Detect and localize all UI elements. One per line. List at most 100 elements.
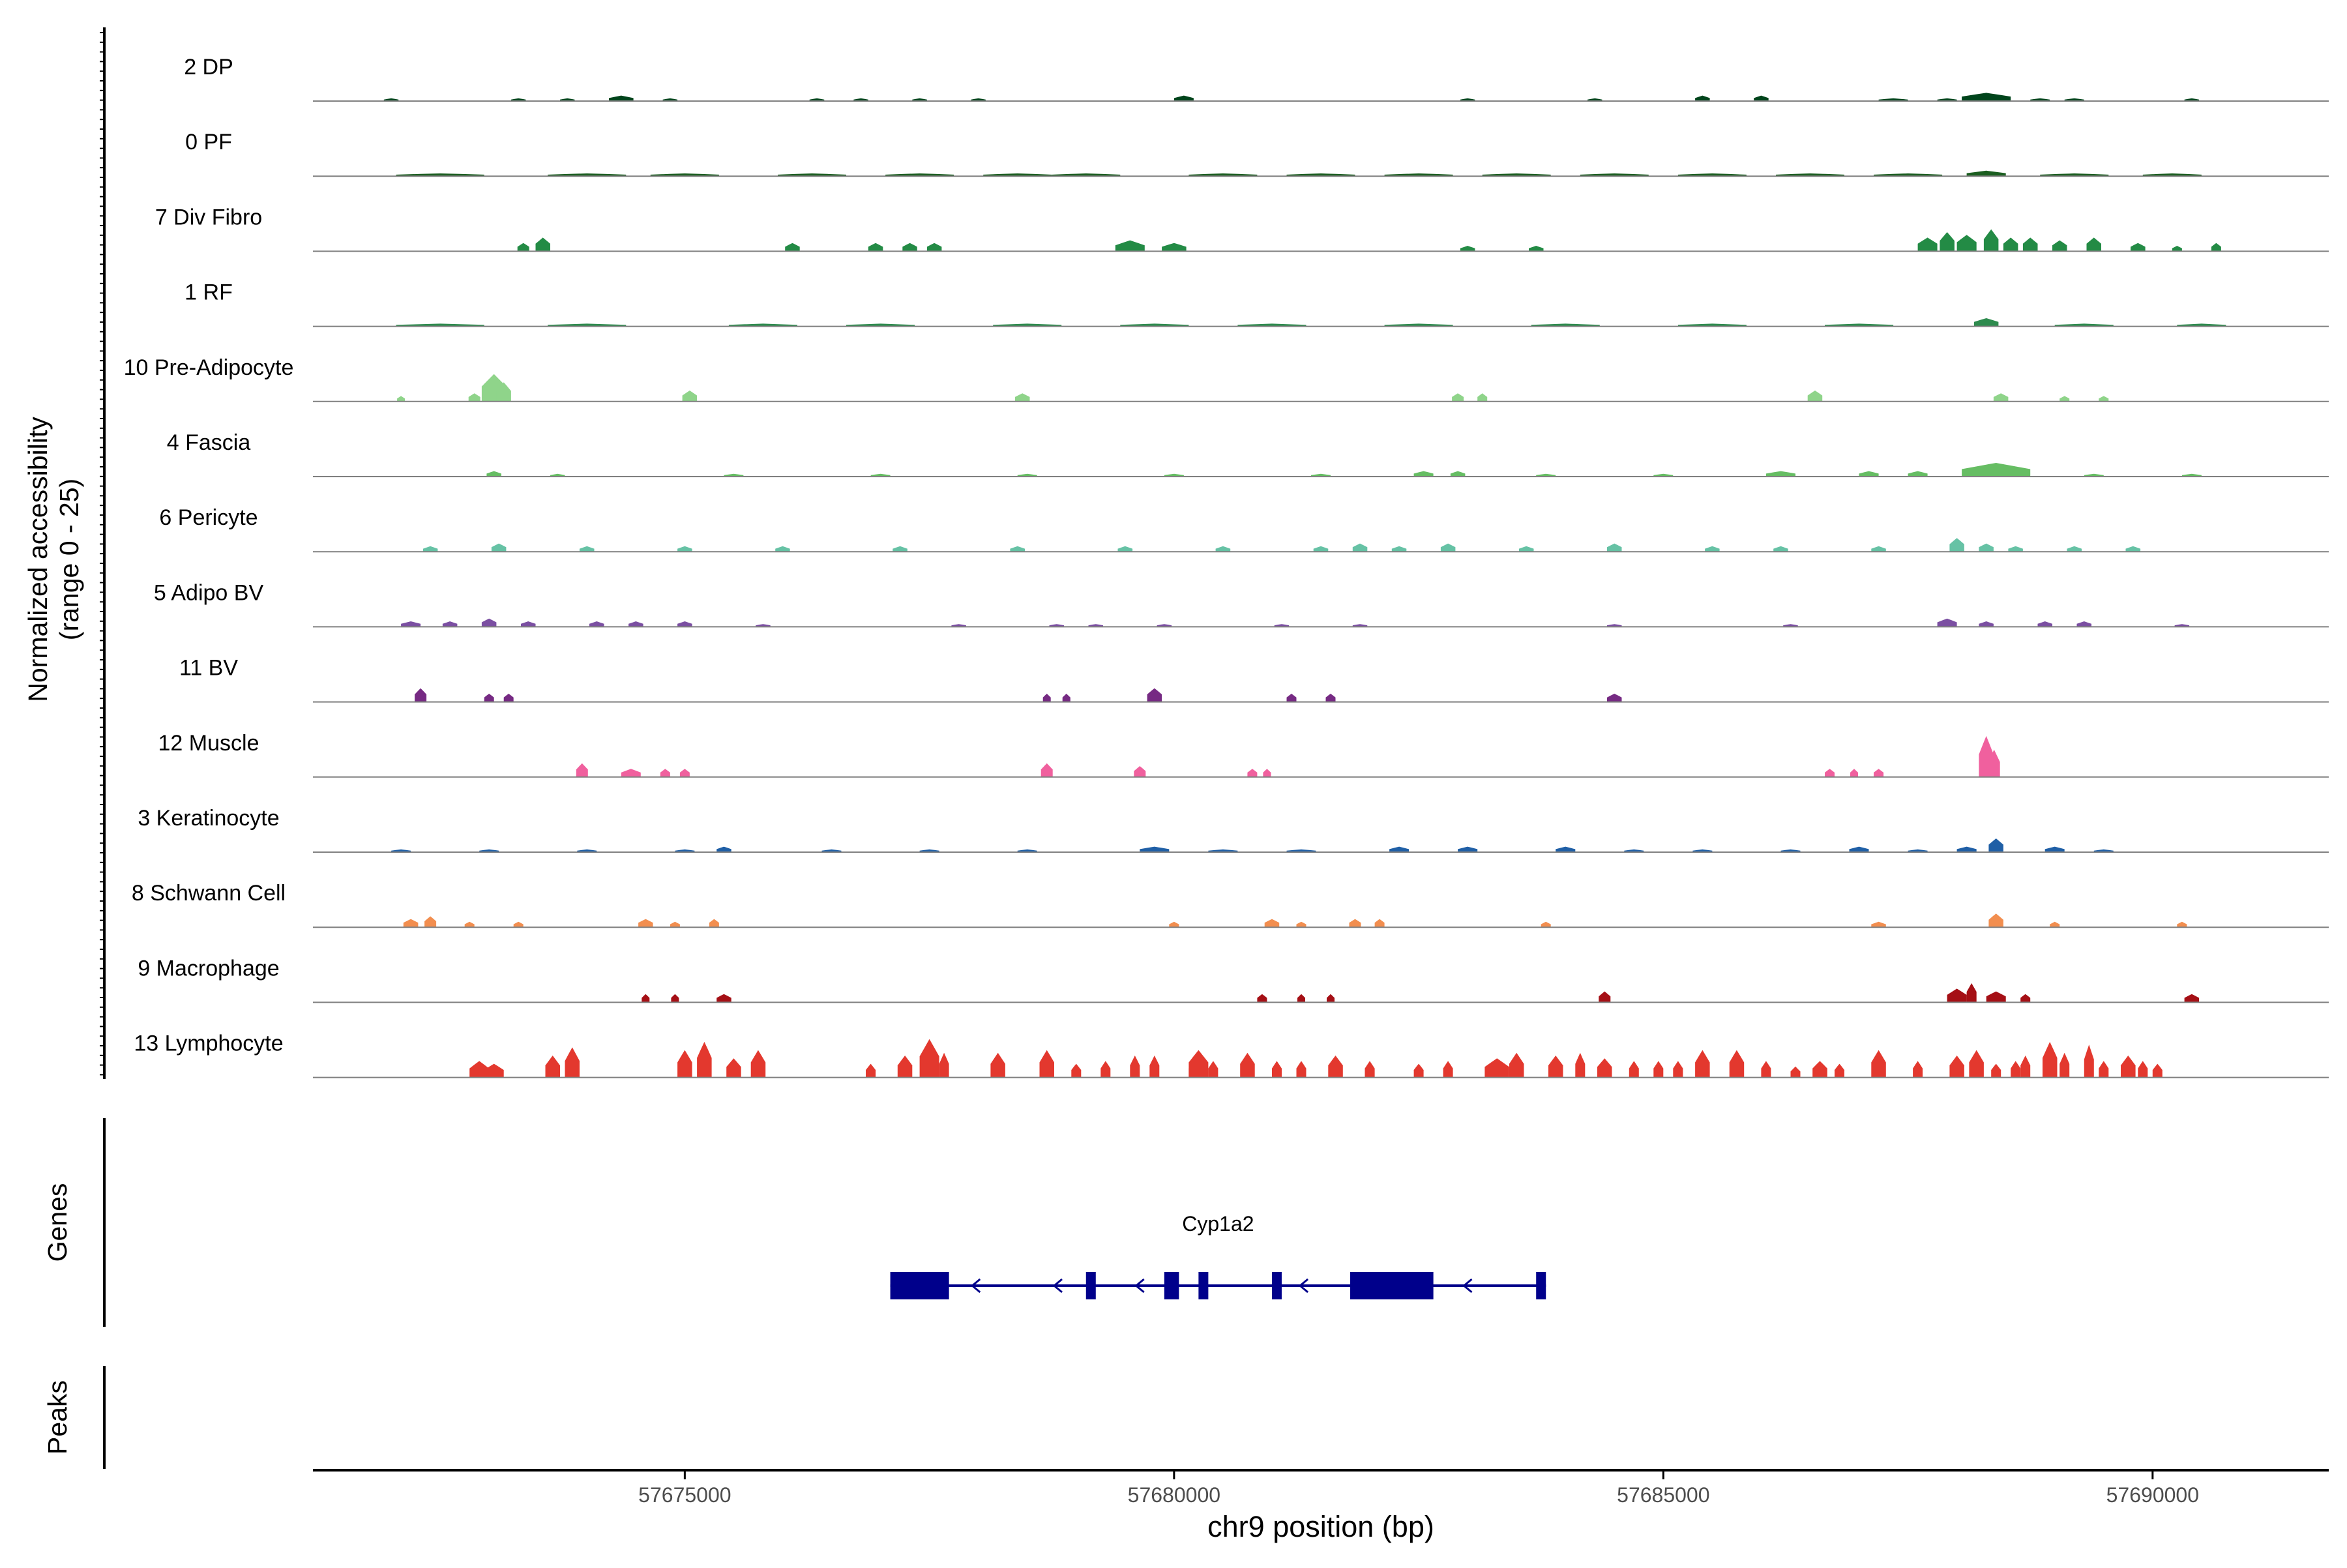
- peak-4-fascia: [2084, 473, 2104, 477]
- peak-2-dp: [1937, 98, 1957, 101]
- peak-1-rf: [2054, 323, 2114, 327]
- peak-6-pericyte: [1518, 546, 1534, 552]
- y-axis-label-line-1: Normalized accessibility: [23, 417, 53, 702]
- peak-13-lymphocyte: [1653, 1061, 1664, 1078]
- peak-4-fascia: [1653, 473, 1674, 477]
- peak-9-macrophage: [1599, 991, 1611, 1003]
- x-tick-label: 57685000: [1617, 1483, 1709, 1507]
- peak-13-lymphocyte: [2011, 1061, 2021, 1078]
- peaks-panel-label: Peaks: [42, 1380, 72, 1455]
- peak-7-div-fibro: [1956, 235, 1977, 252]
- peak-13-lymphocyte: [1365, 1061, 1375, 1078]
- peak-2-dp: [510, 98, 526, 101]
- peak-6-pericyte: [1871, 546, 1886, 552]
- peak-3-keratinocyte: [675, 849, 695, 852]
- tracks-y-axis-ticks: [100, 32, 104, 1076]
- peak-13-lymphocyte: [677, 1050, 692, 1078]
- peak-10-pre-adipocyte: [1452, 393, 1464, 402]
- peak-4-fascia: [1017, 473, 1037, 477]
- gene-exon: [1085, 1272, 1096, 1299]
- peak-3-keratinocyte: [1458, 846, 1478, 852]
- peak-3-keratinocyte: [479, 849, 499, 852]
- peak-12-muscle: [1988, 749, 2000, 777]
- peak-7-div-fibro: [1940, 232, 1955, 252]
- track-label-12-muscle: 12 Muscle: [158, 731, 259, 756]
- peak-12-muscle: [660, 769, 670, 777]
- peak-4-fascia: [724, 473, 744, 477]
- peak-1-rf: [993, 323, 1062, 327]
- peak-1-rf: [846, 323, 915, 327]
- peak-0-pf: [1966, 170, 2006, 177]
- peak-7-div-fibro: [785, 243, 800, 252]
- peak-2-dp: [560, 98, 575, 101]
- gene-exon: [1198, 1272, 1209, 1299]
- peak-6-pericyte: [1352, 543, 1368, 552]
- peak-11-bv: [415, 688, 427, 702]
- peak-5-adipo-bv: [442, 621, 458, 627]
- peak-9-macrophage: [1327, 994, 1335, 1003]
- peak-1-rf: [548, 323, 627, 327]
- peak-7-div-fibro: [926, 243, 942, 252]
- peak-2-dp: [1695, 95, 1710, 101]
- peak-5-adipo-bv: [1157, 624, 1172, 627]
- peak-9-macrophage: [2184, 994, 2200, 1003]
- peak-7-div-fibro: [517, 243, 529, 252]
- peak-2-dp: [1587, 98, 1602, 101]
- gene-track: [890, 1272, 1546, 1299]
- peak-12-muscle: [1263, 769, 1271, 777]
- peak-1-rf: [1384, 323, 1453, 327]
- peak-13-lymphocyte: [1100, 1061, 1111, 1078]
- x-tick-label: 57680000: [1128, 1483, 1220, 1507]
- peak-12-muscle: [576, 763, 588, 777]
- peak-1-rf: [1531, 323, 1600, 327]
- peak-5-adipo-bv: [2076, 621, 2091, 627]
- peak-13-lymphocyte: [1695, 1050, 1710, 1078]
- peak-4-fascia: [1765, 471, 1795, 477]
- gene-strand-arrow: [1052, 1278, 1063, 1294]
- peak-5-adipo-bv: [1607, 624, 1622, 627]
- peak-0-pf: [1677, 173, 1747, 177]
- peak-10-pre-adipocyte: [496, 382, 511, 402]
- track-8-schwann-cell: 8 Schwann Cell: [132, 881, 2329, 928]
- peak-7-div-fibro: [2086, 237, 2101, 252]
- peak-11-bv: [1286, 694, 1297, 702]
- track-label-13-lymphocyte: 13 Lymphocyte: [134, 1031, 283, 1056]
- track-4-fascia: 4 Fascia: [167, 430, 2329, 477]
- peak-0-pf: [1874, 173, 1943, 177]
- track-label-4-fascia: 4 Fascia: [167, 430, 251, 455]
- peak-11-bv: [1325, 694, 1336, 702]
- peak-13-lymphocyte: [1039, 1050, 1054, 1078]
- track-label-0-pf: 0 PF: [185, 130, 232, 155]
- track-label-7-div-fibro: 7 Div Fibro: [155, 205, 262, 229]
- peak-6-pericyte: [1773, 546, 1788, 552]
- peak-6-pericyte: [677, 546, 692, 552]
- peak-7-div-fibro: [1917, 237, 1938, 252]
- peak-2-dp: [2064, 98, 2084, 101]
- peak-10-pre-adipocyte: [1993, 393, 2009, 402]
- peak-11-bv: [484, 694, 494, 702]
- accessibility-tracks: 2 DP 0 PF 7 Div Fibro 1 RF 10 Pre-Adipocyte 4…: [124, 55, 2329, 1078]
- peak-0-pf: [885, 173, 954, 177]
- peak-0-pf: [1580, 173, 1649, 177]
- track-label-10-pre-adipocyte: 10 Pre-Adipocyte: [124, 355, 294, 380]
- track-12-muscle: 12 Muscle: [158, 731, 2329, 778]
- peak-1-rf: [1120, 323, 1189, 327]
- track-5-adipo-bv: 5 Adipo BV: [154, 580, 2329, 628]
- peak-2-dp: [912, 98, 927, 101]
- peak-9-macrophage: [2020, 994, 2031, 1003]
- peak-13-lymphocyte: [1812, 1061, 1827, 1078]
- peak-2-dp: [1878, 98, 1908, 101]
- peak-13-lymphocyte: [1509, 1052, 1524, 1078]
- peak-8-schwann-cell: [638, 919, 653, 928]
- peak-12-muscle: [621, 769, 641, 777]
- track-label-11-bv: 11 BV: [179, 656, 238, 681]
- peak-6-pericyte: [2125, 546, 2141, 552]
- peak-7-div-fibro: [2052, 240, 2067, 252]
- peak-5-adipo-bv: [481, 618, 497, 627]
- x-tick-label: 57690000: [2106, 1483, 2199, 1507]
- peak-5-adipo-bv: [756, 624, 771, 627]
- peak-8-schwann-cell: [2050, 921, 2060, 928]
- x-axis-ticks: 57675000 57680000 57685000 57690000: [638, 1470, 2199, 1507]
- peak-5-adipo-bv: [1783, 624, 1798, 627]
- gene-strand-arrow: [1298, 1278, 1309, 1294]
